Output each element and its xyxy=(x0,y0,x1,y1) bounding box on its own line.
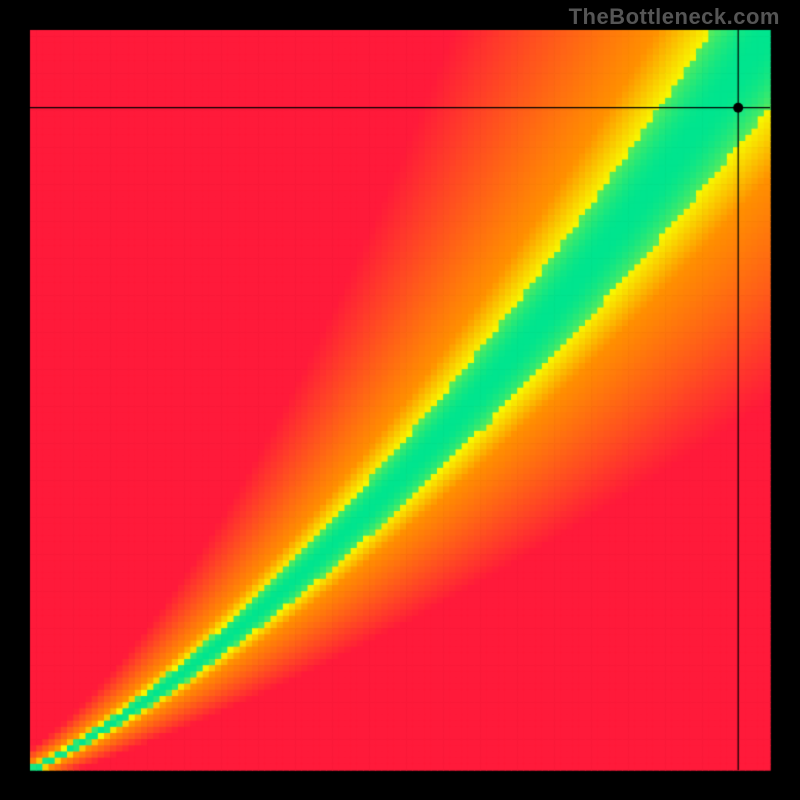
chart-container: TheBottleneck.com xyxy=(0,0,800,800)
heatmap-canvas xyxy=(0,0,800,800)
watermark-text: TheBottleneck.com xyxy=(569,4,780,30)
